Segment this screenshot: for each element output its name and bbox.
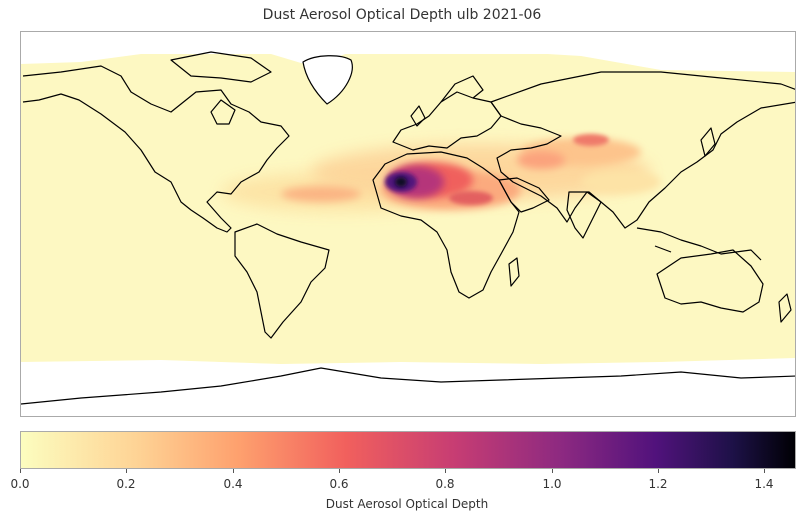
- aod-background-field: [21, 54, 795, 364]
- colorbar-label: Dust Aerosol Optical Depth: [325, 497, 489, 511]
- colorbar: [20, 431, 796, 469]
- colorbar-tick-label: 1.2: [648, 477, 668, 491]
- colorbar-tick-label: 0.6: [329, 477, 349, 491]
- colorbar-tick-mark: [339, 469, 340, 473]
- colorbar-tick-label: 0.4: [223, 477, 243, 491]
- antarctic-no-data: [21, 358, 795, 416]
- colorbar-tick-mark: [445, 469, 446, 473]
- map-panel: [20, 31, 796, 417]
- colorbar-tick-label: 0.8: [435, 477, 455, 491]
- colorbar-tick-mark: [658, 469, 659, 473]
- colorbar-tick-mark: [764, 469, 765, 473]
- coastlines: [21, 51, 795, 405]
- greenland-no-data: [303, 55, 353, 104]
- map-title: Dust Aerosol Optical Depth ulb 2021-06: [262, 7, 542, 23]
- arctic-no-data: [21, 32, 795, 72]
- colorbar-tick-label: 0.2: [116, 477, 136, 491]
- colorbar-gradient: [21, 432, 795, 468]
- dust-map: [21, 32, 795, 416]
- colorbar-tick-label: 1.4: [754, 477, 774, 491]
- dust-plumes: [221, 134, 661, 212]
- colorbar-tick-mark: [126, 469, 127, 473]
- colorbar-tick-label: 1.0: [542, 477, 562, 491]
- colorbar-tick-mark: [20, 469, 21, 473]
- colorbar-tick-mark: [552, 469, 553, 473]
- colorbar-tick-label: 0.0: [10, 477, 30, 491]
- colorbar-tick-mark: [233, 469, 234, 473]
